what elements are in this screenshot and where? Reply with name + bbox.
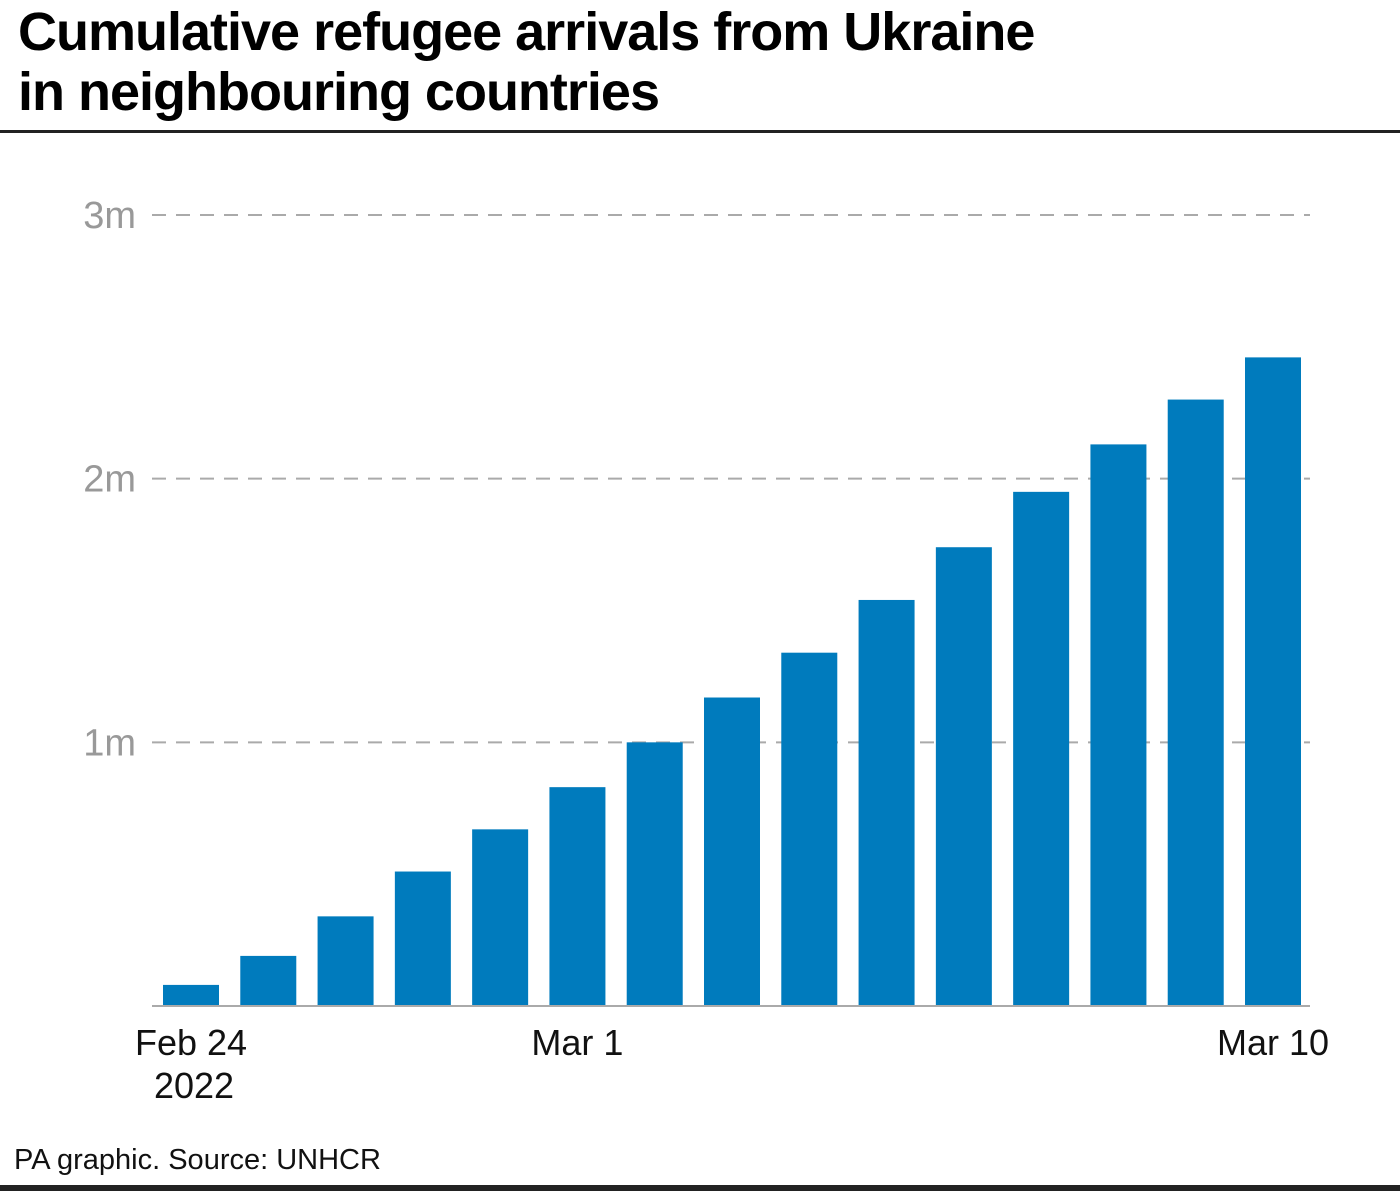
footer-divider: [0, 1185, 1400, 1191]
y-axis-ticks: 1m 2m 3m: [83, 195, 136, 764]
x-tick-label: Feb 24: [135, 1022, 247, 1063]
bar-mar-1: [549, 787, 606, 1006]
bar-feb-28: [472, 829, 529, 1006]
bar-mar-6: [935, 547, 992, 1006]
x-tick-sublabel: 2022: [154, 1065, 234, 1106]
y-tick-label: 1m: [83, 722, 136, 764]
chart-title-line-2: in neighbouring countries: [18, 62, 660, 122]
bars: [163, 357, 1301, 1007]
bar-mar-9: [1167, 399, 1224, 1007]
bar-mar-5: [858, 599, 915, 1006]
bar-mar-4: [781, 652, 838, 1006]
bar-mar-8: [1090, 444, 1147, 1006]
bar-feb-26: [317, 916, 374, 1006]
y-tick-label: 3m: [83, 195, 136, 237]
bar-mar-7: [1013, 491, 1070, 1007]
chart-title-line-1: Cumulative refugee arrivals from Ukraine: [18, 2, 1035, 62]
bar-mar-10: [1245, 357, 1301, 1006]
bar-mar-3: [704, 697, 760, 1006]
bar-feb-27: [394, 871, 451, 1006]
bar-feb-25: [240, 955, 297, 1006]
source-credit: PA graphic. Source: UNHCR: [14, 1144, 381, 1176]
y-tick-label: 2m: [83, 459, 136, 501]
x-tick-label: Mar 1: [531, 1022, 623, 1063]
x-tick-label: Mar 10: [1217, 1022, 1329, 1063]
chart-title: Cumulative refugee arrivals from Ukraine…: [18, 2, 1035, 122]
bar-mar-2: [626, 742, 683, 1006]
title-divider: [0, 130, 1400, 133]
bar-feb-24: [163, 984, 219, 1006]
